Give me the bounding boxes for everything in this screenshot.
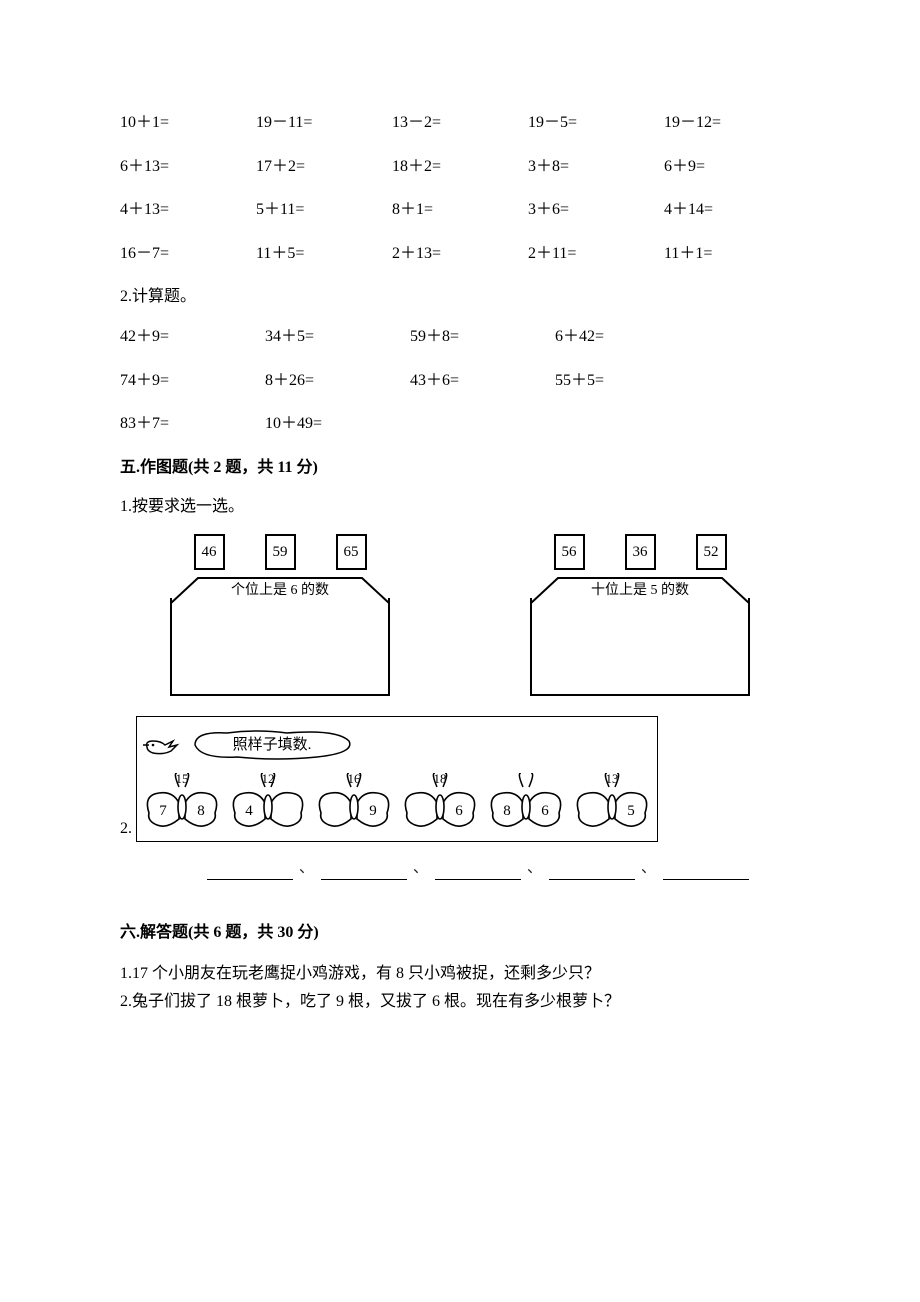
calc-cell: 2＋11= — [528, 241, 664, 267]
calc-cell: 11＋5= — [256, 241, 392, 267]
fill-blank — [549, 856, 635, 880]
q1-left-group: 46 59 65 个位上是 6 的数 — [120, 534, 440, 696]
calc-cell: 3＋8= — [528, 154, 664, 180]
q1-sort-row: 46 59 65 个位上是 6 的数 56 36 52 十位上是 5 的数 — [120, 534, 800, 696]
calc-cell: 6＋13= — [120, 154, 256, 180]
svg-text:13: 13 — [606, 773, 619, 786]
butterfly-icon: 16 9 — [315, 773, 393, 831]
svg-text:8: 8 — [503, 803, 511, 819]
envelope-icon: 十位上是 5 的数 — [530, 576, 750, 696]
calc-cell: 8＋1= — [392, 197, 528, 223]
calc-cell: 19－12= — [664, 110, 800, 136]
calc-cell: 19－11= — [256, 110, 392, 136]
calc-cell: 3＋6= — [528, 197, 664, 223]
fill-blank — [207, 856, 293, 880]
bubble-text: 照样子填数. — [233, 736, 312, 753]
calc-cell: 11＋1= — [664, 241, 800, 267]
svg-text:18: 18 — [434, 773, 447, 786]
speech-bubble-icon: 照样子填数. — [187, 727, 357, 763]
svg-text:12: 12 — [262, 773, 275, 786]
butterfly-icon: 15 7 8 — [143, 773, 221, 831]
calc-cell: 13－2= — [392, 110, 528, 136]
envelope-icon: 个位上是 6 的数 — [170, 576, 390, 696]
calc-cell: 42＋9= — [120, 324, 265, 350]
number-card: 52 — [696, 534, 727, 570]
q2-leading: 2. — [120, 816, 132, 842]
fill-blank — [321, 856, 407, 880]
number-card: 46 — [194, 534, 225, 570]
calc-cell: 59＋8= — [410, 324, 555, 350]
q1-right-group: 56 36 52 十位上是 5 的数 — [480, 534, 800, 696]
calc-cell: 17＋2= — [256, 154, 392, 180]
word-problem: 1.17 个小朋友在玩老鹰捉小鸡游戏，有 8 只小鸡被捉，还剩多少只？ — [120, 960, 800, 989]
number-card: 65 — [336, 534, 367, 570]
calc-cell: 4＋13= — [120, 197, 256, 223]
calc-cell: 74＋9= — [120, 368, 265, 394]
section-5-title: 五.作图题(共 2 题，共 11 分) — [120, 455, 800, 481]
bird-icon — [143, 731, 183, 759]
calc-cell: 10＋1= — [120, 110, 256, 136]
calc-cell: 4＋14= — [664, 197, 800, 223]
word-problems: 1.17 个小朋友在玩老鹰捉小鸡游戏，有 8 只小鸡被捉，还剩多少只？ 2.兔子… — [120, 960, 800, 1018]
calc-cell: 2＋13= — [392, 241, 528, 267]
fill-blank — [435, 856, 521, 880]
svg-text:8: 8 — [197, 803, 205, 819]
calc-cell: 6＋9= — [664, 154, 800, 180]
separator: 、 — [299, 856, 315, 880]
calc-cell: 10＋49= — [265, 411, 410, 437]
separator: 、 — [413, 856, 429, 880]
subheading-calc2: 2.计算题。 — [120, 284, 800, 310]
calc-cell: 16－7= — [120, 241, 256, 267]
separator: 、 — [641, 856, 657, 880]
q2-row: 2. 照样子填数. 15 7 8 12 4 16 — [120, 716, 800, 842]
calc-cell: 5＋11= — [256, 197, 392, 223]
svg-text:15: 15 — [176, 773, 189, 786]
calc-cell: 18＋2= — [392, 154, 528, 180]
calc-cell: 6＋42= — [555, 324, 700, 350]
q1-prompt: 1.按要求选一选。 — [120, 494, 800, 520]
svg-text:6: 6 — [541, 803, 549, 819]
svg-text:6: 6 — [455, 803, 463, 819]
svg-text:16: 16 — [348, 773, 362, 786]
calc-cell: 83＋7= — [120, 411, 265, 437]
calc-cell: 19－5= — [528, 110, 664, 136]
q2-figure: 照样子填数. 15 7 8 12 4 16 9 18 6 — [136, 716, 658, 842]
number-card: 36 — [625, 534, 656, 570]
q2-blanks: 、 、 、 、 — [156, 856, 800, 880]
butterfly-icon: 18 6 — [401, 773, 479, 831]
calc-cell: 34＋5= — [265, 324, 410, 350]
calc-block-1: 10＋1= 19－11= 13－2= 19－5= 19－12= 6＋13= 17… — [120, 110, 800, 266]
section-6-title: 六.解答题(共 6 题，共 30 分) — [120, 920, 800, 946]
number-card: 56 — [554, 534, 585, 570]
calc-block-2: 42＋9= 34＋5= 59＋8= 6＋42= 74＋9= 8＋26= 43＋6… — [120, 324, 800, 437]
word-problem: 2.兔子们拔了 18 根萝卜，吃了 9 根，又拔了 6 根。现在有多少根萝卜？ — [120, 988, 800, 1017]
svg-text:7: 7 — [159, 803, 167, 819]
fill-blank — [663, 856, 749, 880]
svg-text:9: 9 — [369, 803, 377, 819]
calc-cell: 55＋5= — [555, 368, 700, 394]
svg-text:4: 4 — [245, 803, 253, 819]
calc-cell: 8＋26= — [265, 368, 410, 394]
calc-cell: 43＋6= — [410, 368, 555, 394]
butterfly-icon: 8 6 — [487, 773, 565, 831]
butterfly-icon: 12 4 — [229, 773, 307, 831]
svg-text:5: 5 — [627, 803, 635, 819]
butterfly-icon: 13 5 — [573, 773, 651, 831]
separator: 、 — [527, 856, 543, 880]
number-card: 59 — [265, 534, 296, 570]
